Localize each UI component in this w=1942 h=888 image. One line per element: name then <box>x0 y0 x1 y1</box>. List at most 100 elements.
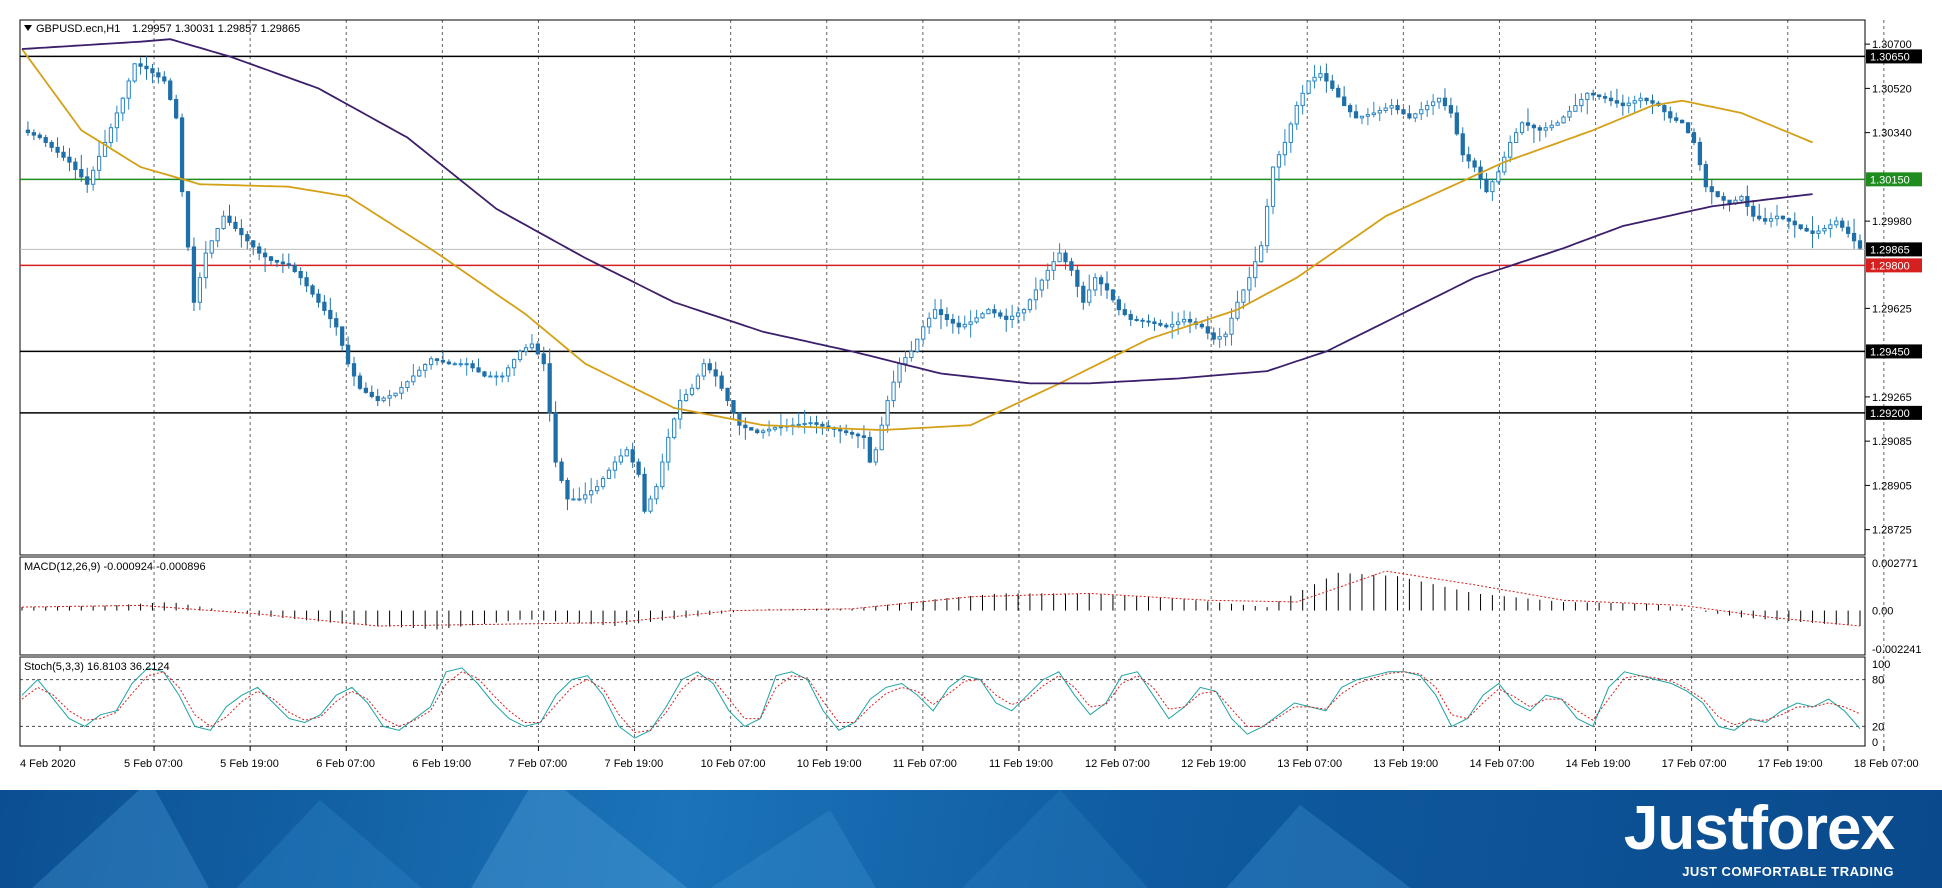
time-tick-label: 13 Feb 19:00 <box>1373 758 1438 770</box>
price-tick-label: 1.30700 <box>1872 39 1912 51</box>
candle-body <box>203 252 208 279</box>
candle-body <box>1840 220 1845 228</box>
decor-shape <box>230 800 430 888</box>
candle-body <box>820 423 825 427</box>
candle-body <box>1140 319 1145 322</box>
candle-body <box>606 469 612 479</box>
candle-body <box>1679 119 1685 124</box>
candle-body <box>731 400 736 414</box>
candle-body <box>950 318 955 324</box>
brand-tagline: JUST COMFORTABLE TRADING <box>1682 864 1894 879</box>
candle-body <box>1223 333 1228 338</box>
candle-body <box>1401 109 1406 115</box>
candle-body <box>363 387 369 393</box>
candle-body <box>636 461 641 475</box>
candle-body <box>725 387 730 402</box>
candle-body <box>381 397 386 402</box>
candle-body <box>91 169 96 185</box>
candle-body <box>642 473 647 512</box>
candle-body <box>511 359 517 369</box>
candle-body <box>369 391 374 397</box>
candle-body <box>814 422 819 425</box>
candle-body <box>523 347 529 352</box>
candle-body <box>340 326 345 346</box>
main-price-panel[interactable] <box>19 19 1866 556</box>
candle-body <box>612 461 618 471</box>
candle-body <box>1525 122 1531 126</box>
candle-body <box>600 477 606 488</box>
price-tick-label: 1.29085 <box>1872 436 1912 448</box>
candle-body <box>1164 324 1169 328</box>
candle-body <box>1039 279 1044 291</box>
candle-body <box>1662 105 1667 113</box>
time-tick-label: 14 Feb 07:00 <box>1469 758 1534 770</box>
candle-body <box>1027 299 1033 311</box>
stoch-label: Stoch(5,3,3) 16.8103 36.2124 <box>24 661 170 673</box>
candle-body <box>1430 101 1436 107</box>
candle-body <box>1389 105 1394 109</box>
candle-body <box>547 363 552 414</box>
candle-body <box>1365 114 1371 117</box>
candle-body <box>1253 261 1258 279</box>
candle-body <box>1632 100 1637 104</box>
candle-body <box>1282 141 1288 156</box>
candle-body <box>1585 92 1590 100</box>
candle-body <box>114 112 119 129</box>
candle-body <box>577 498 582 501</box>
candle-body <box>844 430 849 434</box>
candle-body <box>428 358 434 366</box>
candle-body <box>1454 112 1459 135</box>
trading-chart[interactable]: 1.30650 1.30150 1.29800 1.29450 1.29200 1.298… <box>0 0 1942 790</box>
candle-body <box>1792 220 1797 226</box>
candle-body <box>559 461 564 481</box>
candle-body <box>1312 76 1317 82</box>
stoch-panel[interactable] <box>19 656 1866 747</box>
candle-body <box>648 498 653 512</box>
macd-signal-line <box>21 570 1861 627</box>
candle-body <box>150 68 155 74</box>
time-tick-label: 7 Feb 07:00 <box>508 758 567 770</box>
macd-panel[interactable] <box>19 556 1866 656</box>
candle-body <box>885 400 890 426</box>
candle-body <box>262 252 268 258</box>
time-tick-label: 17 Feb 07:00 <box>1662 758 1727 770</box>
macd-label: MACD(12,26,9) -0.000924 -0.000896 <box>24 561 206 573</box>
candle-body <box>476 367 481 373</box>
candle-body <box>452 363 457 366</box>
candle-body <box>1033 289 1038 301</box>
candle-body <box>102 141 108 157</box>
candle-body <box>334 318 339 328</box>
candle-body <box>286 263 291 266</box>
candle-body <box>138 63 143 67</box>
candle-body <box>1300 92 1305 107</box>
price-tick-label: 1.28725 <box>1872 525 1912 537</box>
level-label: 1.30650 <box>1870 51 1910 63</box>
candle-body <box>1122 309 1127 316</box>
candle-body <box>1519 122 1525 134</box>
candle-body <box>1413 113 1418 119</box>
candle-body <box>594 486 600 492</box>
candle-body <box>589 490 594 496</box>
candle-body <box>921 326 926 340</box>
candle-body <box>251 240 256 248</box>
candle-body <box>535 343 540 355</box>
level-label-box <box>1866 344 1922 359</box>
candle-body <box>1591 92 1596 96</box>
candle-body <box>1602 96 1608 99</box>
candle-body <box>257 246 262 254</box>
candle-body <box>1205 326 1210 334</box>
candle-body <box>79 169 84 178</box>
candle-body <box>1395 105 1400 111</box>
candle-body <box>1330 80 1335 89</box>
candle-body <box>1774 215 1780 220</box>
candle-body <box>719 375 724 389</box>
candle-body <box>494 375 499 378</box>
candle-body <box>322 301 327 311</box>
candle-body <box>654 486 659 500</box>
candle-body <box>1804 228 1809 232</box>
candle-body <box>393 392 398 397</box>
decor-shape <box>470 790 690 888</box>
candle-body <box>31 132 36 136</box>
candle-body <box>583 494 588 500</box>
symbol-dropdown-icon[interactable] <box>24 25 32 31</box>
